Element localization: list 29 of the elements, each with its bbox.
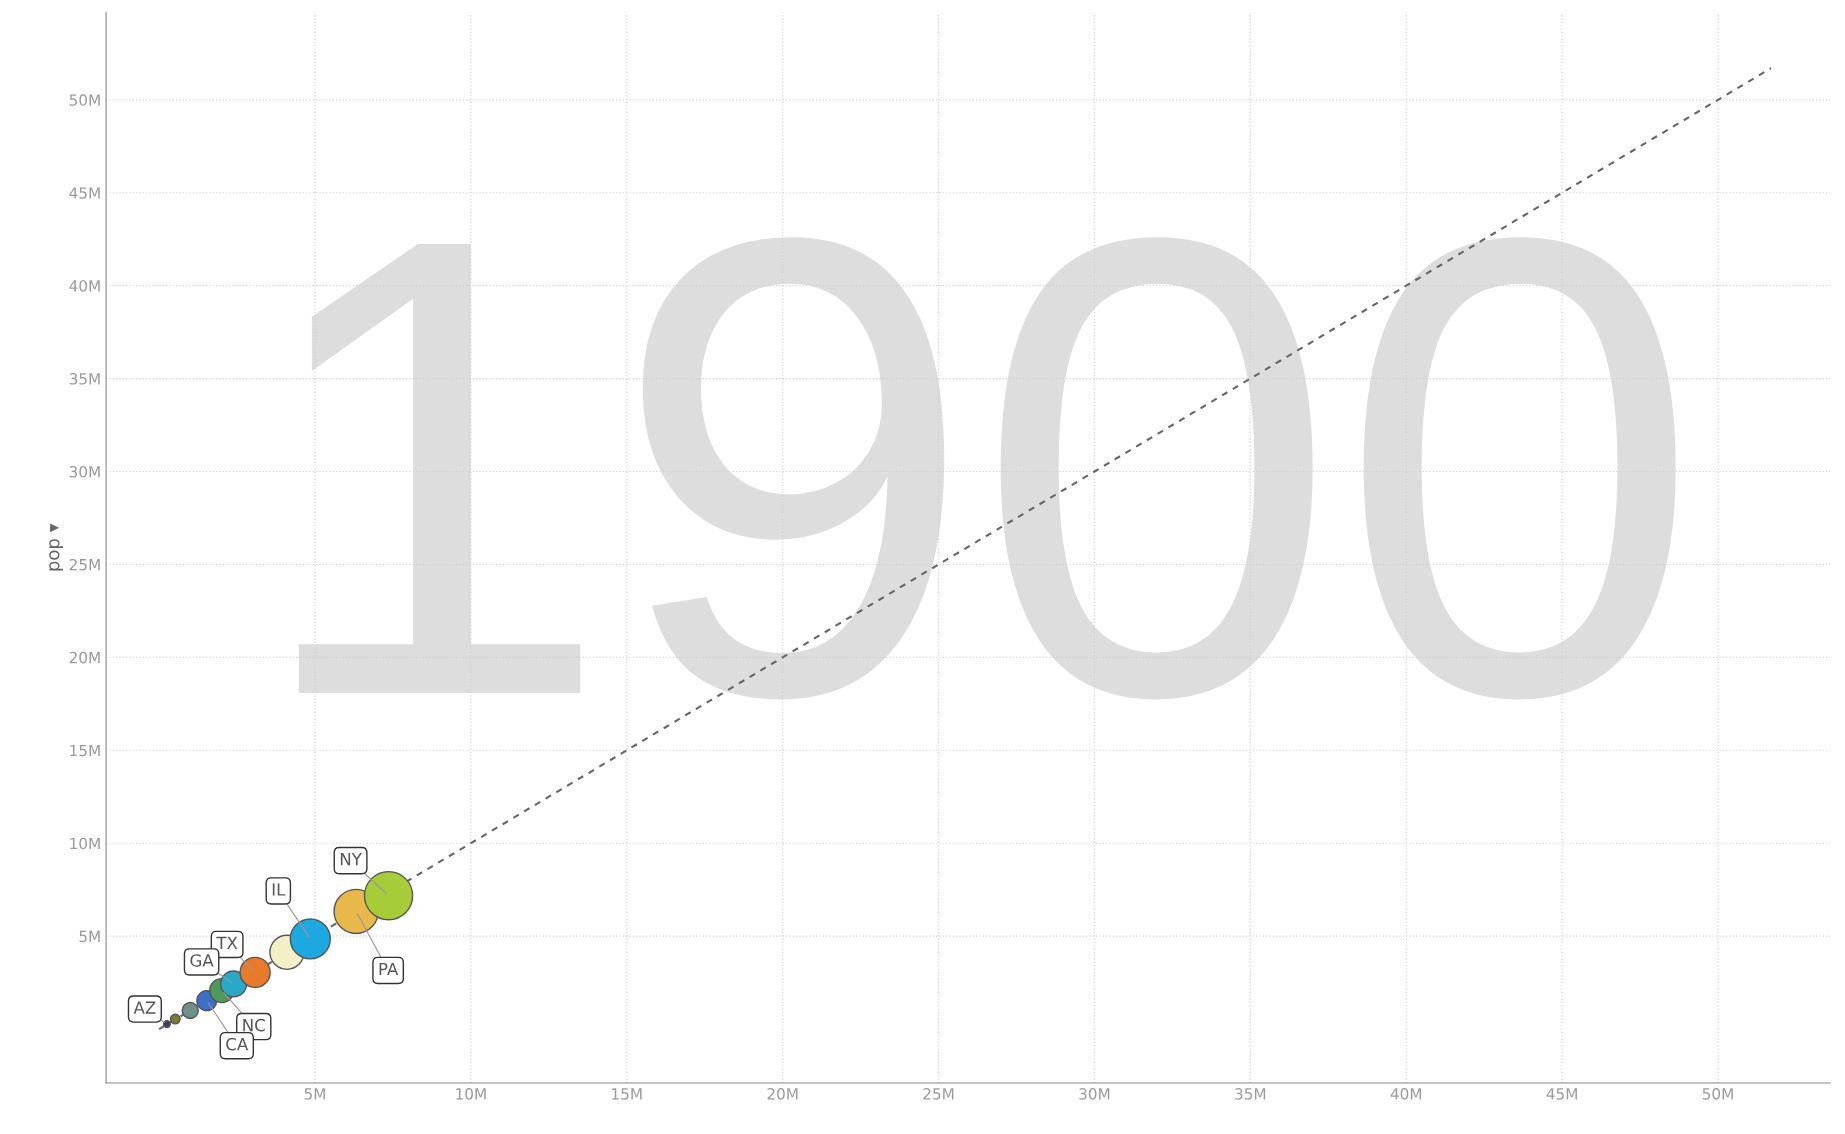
annotation: GA bbox=[190, 954, 214, 967]
y-tick-label: 35M bbox=[69, 373, 100, 385]
x-tick-label: 50M bbox=[1702, 1088, 1733, 1100]
x-tick-label: 15M bbox=[612, 1088, 642, 1100]
x-tick-label: 25M bbox=[923, 1088, 954, 1100]
x-tick-label: 5M bbox=[304, 1088, 325, 1100]
y-axis-title: pop ▾ bbox=[49, 523, 64, 571]
y-tick-label: 45M bbox=[69, 187, 100, 199]
y-tick-label: 25M bbox=[69, 558, 100, 571]
annotation: AZ bbox=[133, 1001, 156, 1014]
x-tick-label: 40M bbox=[1390, 1088, 1422, 1100]
y-tick-label: 50M bbox=[69, 94, 100, 106]
annotation: CA bbox=[226, 1037, 249, 1051]
x-tick-label: 20M bbox=[767, 1088, 798, 1100]
x-tick-label: 35M bbox=[1235, 1088, 1266, 1100]
annotation: NY bbox=[340, 853, 362, 866]
y-tick-label: 20M bbox=[69, 651, 100, 664]
y-tick-label: 10M bbox=[70, 837, 100, 850]
annotation: IL bbox=[272, 883, 286, 896]
y-tick-label: 30M bbox=[69, 465, 100, 478]
annotation: NC bbox=[243, 1018, 265, 1032]
annotation: PA bbox=[379, 962, 399, 976]
y-tick-label: 40M bbox=[69, 280, 100, 292]
x-tick-label: 30M bbox=[1079, 1088, 1110, 1100]
y-tick-label: 15M bbox=[70, 744, 100, 757]
x-tick-label: 10M bbox=[456, 1088, 486, 1100]
x-tick-label: 45M bbox=[1546, 1088, 1577, 1100]
y-tick-label: 5M bbox=[79, 930, 100, 943]
annotation: TX bbox=[216, 936, 238, 949]
